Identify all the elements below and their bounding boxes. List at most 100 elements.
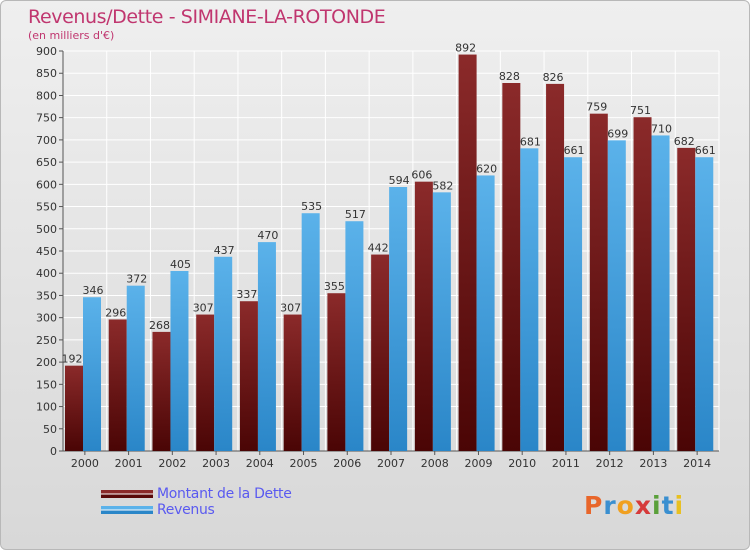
data-label-debt: 682 (674, 135, 695, 148)
y-tick-label: 450 (36, 245, 57, 258)
logo-letter: t (661, 491, 675, 520)
bar-debt (677, 147, 696, 451)
bar-revenue (564, 157, 583, 451)
data-label-revenue: 582 (432, 179, 453, 192)
bar-revenue (301, 213, 320, 451)
x-tick-label: 2007 (377, 457, 405, 470)
data-label-revenue: 346 (83, 284, 104, 297)
bar-debt (371, 254, 390, 451)
bar-debt (65, 365, 83, 451)
x-tick-label: 2001 (115, 457, 143, 470)
bar-revenue (695, 157, 714, 451)
bar-revenue (170, 271, 189, 451)
bar-revenue (607, 140, 626, 452)
legend-label-debt: Montant de la Dette (157, 486, 292, 502)
bar-revenue (432, 192, 451, 452)
data-label-revenue: 517 (345, 208, 366, 221)
data-label-revenue: 437 (214, 244, 235, 257)
y-tick-label: 100 (36, 401, 57, 414)
logo-letter: x (634, 491, 652, 520)
data-label-debt: 307 (193, 302, 214, 315)
y-tick-label: 200 (36, 356, 57, 369)
bar-debt (327, 293, 346, 451)
data-label-revenue: 620 (476, 162, 497, 175)
data-label-debt: 826 (543, 71, 564, 84)
bar-revenue (214, 256, 233, 451)
x-tick-label: 2011 (552, 457, 580, 470)
logo-letter: P (584, 491, 604, 520)
y-tick-label: 800 (36, 89, 57, 102)
x-tick-label: 2009 (464, 457, 492, 470)
legend-swatch-revenue (101, 506, 153, 514)
bar-revenue (257, 242, 276, 451)
x-tick-label: 2006 (333, 457, 361, 470)
y-tick-label: 350 (36, 289, 57, 302)
y-tick-label: 750 (36, 112, 57, 125)
data-label-revenue: 372 (126, 273, 147, 286)
logo-letter: i (674, 491, 685, 520)
y-tick-label: 600 (36, 178, 57, 191)
data-label-revenue: 699 (607, 127, 628, 140)
y-tick-label: 850 (36, 67, 57, 80)
bar-revenue (345, 221, 364, 451)
y-tick-label: 150 (36, 378, 57, 391)
bar-debt (633, 117, 652, 451)
legend-label-revenue: Revenus (157, 502, 215, 518)
bar-revenue (476, 175, 495, 451)
bar-revenue (126, 285, 145, 451)
y-tick-label: 500 (36, 223, 57, 236)
logo-letter: r (603, 491, 617, 520)
page-title: Revenus/Dette - SIMIANE-LA-ROTONDE (28, 6, 386, 28)
bar-debt (458, 54, 477, 452)
y-tick-label: 400 (36, 267, 57, 280)
bar-debt (239, 301, 258, 451)
y-tick-label: 700 (36, 134, 57, 147)
bars (65, 54, 714, 452)
data-label-debt: 355 (324, 280, 345, 293)
data-label-revenue: 710 (651, 122, 672, 135)
chart-subtitle: (en milliers d'€) (28, 29, 115, 42)
bar-debt (152, 331, 171, 451)
y-tick-label: 550 (36, 201, 57, 214)
data-label-debt: 268 (149, 319, 170, 332)
bar-debt (546, 83, 565, 451)
data-label-debt: 606 (411, 169, 432, 182)
data-label-revenue: 661 (695, 144, 716, 157)
bar-debt (502, 83, 521, 451)
data-label-debt: 307 (280, 302, 301, 315)
data-label-revenue: 405 (170, 258, 191, 271)
bar-chart: 0 50 100 150 200 250 300 350 400 450 500 550 600 650 7… (36, 42, 720, 470)
y-tick-label: 300 (36, 312, 57, 325)
data-label-revenue: 535 (301, 200, 322, 213)
bar-debt (589, 113, 608, 452)
logo-letter: i (652, 491, 662, 520)
bar-debt (283, 314, 302, 451)
logo-letter: o (616, 491, 635, 520)
x-tick-label: 2005 (290, 457, 318, 470)
bar-debt (414, 181, 433, 451)
data-label-debt: 828 (499, 70, 520, 83)
data-label-revenue: 594 (389, 174, 410, 187)
x-tick-label: 2003 (202, 457, 230, 470)
x-tick-label: 2002 (158, 457, 186, 470)
bar-debt (196, 314, 215, 451)
x-tick-label: 2004 (246, 457, 274, 470)
x-tick-label: 2008 (421, 457, 449, 470)
x-tick-label: 2010 (508, 457, 536, 470)
data-label-debt: 442 (368, 242, 389, 255)
bar-revenue (389, 187, 408, 451)
y-tick-label: 50 (43, 423, 57, 436)
bar-debt (108, 319, 127, 451)
bar-revenue (520, 148, 539, 452)
data-label-revenue: 681 (520, 135, 541, 148)
data-label-debt: 759 (586, 101, 607, 114)
data-label-debt: 296 (105, 306, 126, 319)
bar-revenue (83, 297, 101, 451)
y-tick-label: 250 (36, 334, 57, 347)
y-tick-label: 0 (50, 445, 57, 458)
bar-revenue (651, 135, 670, 451)
data-label-debt: 192 (62, 353, 83, 366)
data-label-debt: 751 (630, 104, 651, 117)
